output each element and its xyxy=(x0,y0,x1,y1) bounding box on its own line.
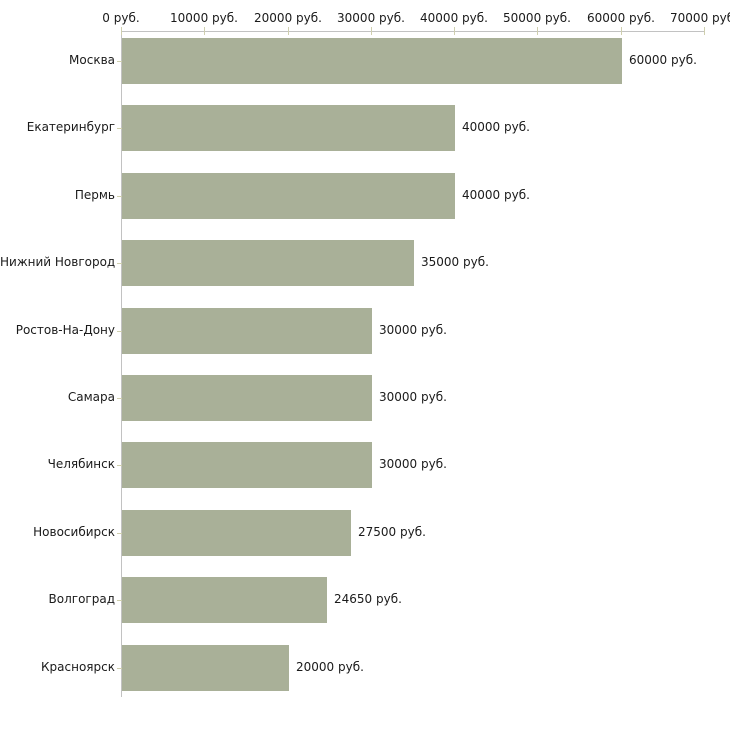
bar-1 xyxy=(122,38,622,84)
category-label: Волгоград xyxy=(48,592,115,606)
x-tick-label: 20000 руб. xyxy=(254,11,322,25)
value-label: 24650 руб. xyxy=(334,592,402,606)
y-tick-mark xyxy=(117,398,122,399)
bar-8 xyxy=(122,510,351,556)
x-tick-label: 30000 руб. xyxy=(337,11,405,25)
x-tick-mark xyxy=(121,27,122,35)
bar-10 xyxy=(122,645,289,691)
y-tick-mark xyxy=(117,263,122,264)
x-tick-label: 50000 руб. xyxy=(503,11,571,25)
y-axis-line xyxy=(121,31,122,697)
category-label: Ростов-На-Дону xyxy=(15,323,115,337)
x-tick-label: 70000 руб. xyxy=(670,11,730,25)
bar-9 xyxy=(122,577,327,623)
value-label: 30000 руб. xyxy=(379,457,447,471)
x-tick-mark xyxy=(454,27,455,35)
x-tick-mark xyxy=(621,27,622,35)
category-label: Челябинск xyxy=(47,457,115,471)
value-label: 30000 руб. xyxy=(379,390,447,404)
category-label: Красноярск xyxy=(41,660,115,674)
bar-2 xyxy=(122,105,455,151)
x-tick-mark xyxy=(288,27,289,35)
category-label: Самара xyxy=(67,390,115,404)
x-tick-mark xyxy=(371,27,372,35)
category-label: Москва xyxy=(69,53,115,67)
x-tick-label: 60000 руб. xyxy=(587,11,655,25)
y-tick-mark xyxy=(117,668,122,669)
value-label: 60000 руб. xyxy=(629,53,697,67)
x-tick-mark xyxy=(704,27,705,35)
x-axis-line xyxy=(121,31,704,32)
category-label: Пермь xyxy=(74,188,115,202)
value-label: 40000 руб. xyxy=(462,188,530,202)
category-label: Екатеринбург xyxy=(26,120,115,134)
value-label: 30000 руб. xyxy=(379,323,447,337)
value-label: 20000 руб. xyxy=(296,660,364,674)
bar-6 xyxy=(122,375,372,421)
category-label: Новосибирск xyxy=(33,525,115,539)
y-tick-mark xyxy=(117,128,122,129)
value-label: 27500 руб. xyxy=(358,525,426,539)
y-tick-mark xyxy=(117,600,122,601)
value-label: 35000 руб. xyxy=(421,255,489,269)
bar-4 xyxy=(122,240,414,286)
bar-5 xyxy=(122,308,372,354)
x-tick-label: 0 руб. xyxy=(102,11,140,25)
bar-3 xyxy=(122,173,455,219)
x-tick-mark xyxy=(204,27,205,35)
y-tick-mark xyxy=(117,331,122,332)
y-tick-mark xyxy=(117,196,122,197)
bar-7 xyxy=(122,442,372,488)
x-tick-mark xyxy=(537,27,538,35)
y-tick-mark xyxy=(117,61,122,62)
x-tick-label: 40000 руб. xyxy=(420,11,488,25)
category-label: Нижний Новгород xyxy=(0,255,116,269)
value-label: 40000 руб. xyxy=(462,120,530,134)
y-tick-mark xyxy=(117,465,122,466)
x-tick-label: 10000 руб. xyxy=(170,11,238,25)
y-tick-mark xyxy=(117,533,122,534)
